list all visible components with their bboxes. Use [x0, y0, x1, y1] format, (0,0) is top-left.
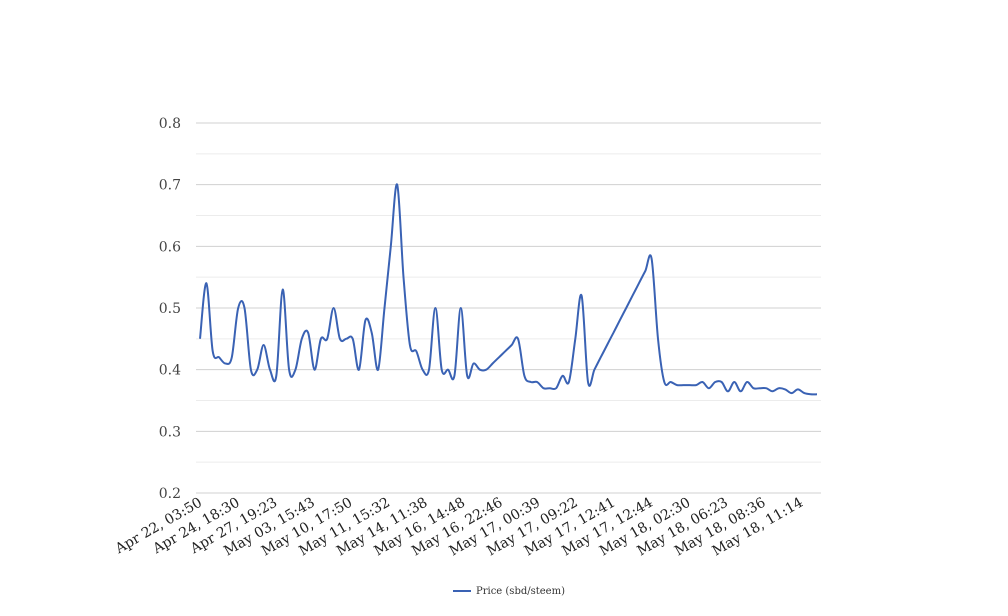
y-tick-label: 0.6	[159, 239, 181, 255]
y-tick-label: 0.3	[159, 424, 181, 440]
y-axis-tick-labels: 0.2 0.3 0.4 0.5 0.6 0.7 0.8	[159, 116, 181, 502]
series-line-price	[199, 183, 818, 396]
y-tick-label: 0.5	[159, 301, 181, 317]
y-tick-label: 0.8	[159, 116, 181, 132]
y-tick-label: 0.2	[159, 486, 181, 502]
grid-lines	[196, 122, 821, 494]
series-group	[199, 183, 818, 396]
legend: Price (sbd/steem)	[453, 586, 565, 597]
y-tick-label: 0.7	[159, 178, 181, 194]
legend-label: Price (sbd/steem)	[476, 586, 565, 597]
y-tick-label: 0.4	[159, 363, 181, 379]
